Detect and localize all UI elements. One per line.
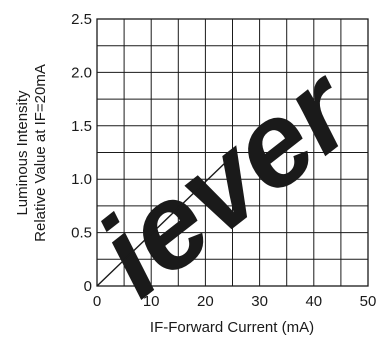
x-tick-label: 20 <box>197 293 214 310</box>
x-tick-label: 40 <box>305 293 322 310</box>
series-line <box>96 155 233 287</box>
watermark-text: iever <box>73 40 381 322</box>
x-tick-label: 10 <box>143 293 160 310</box>
watermark: iever <box>73 40 381 322</box>
x-axis-title: IF-Forward Current (mA) <box>150 319 314 336</box>
y-tick-label: 1.5 <box>71 118 92 135</box>
plot-frame <box>96 18 369 287</box>
y-tick-label: 0.5 <box>71 225 92 242</box>
series-layer <box>96 155 233 287</box>
y-tick-label: 1.0 <box>71 171 92 188</box>
y-tick-labels: 0 0.5 1.0 1.5 2.0 2.5 <box>71 11 92 295</box>
x-tick-label: 50 <box>360 293 377 310</box>
y-tick-label: 0 <box>84 278 92 295</box>
y-tick-label: 2.0 <box>71 64 92 81</box>
y-axis-title-line-1: Luminous Intensity <box>14 90 31 216</box>
x-tick-labels: 0 10 20 30 40 50 <box>93 293 377 310</box>
y-tick-label: 2.5 <box>71 11 92 28</box>
y-axis-title-line-2: Relative Value at IF=20mA <box>32 64 49 242</box>
x-tick-label: 30 <box>251 293 268 310</box>
x-tick-label: 0 <box>93 293 101 310</box>
plot-grid <box>96 18 369 287</box>
